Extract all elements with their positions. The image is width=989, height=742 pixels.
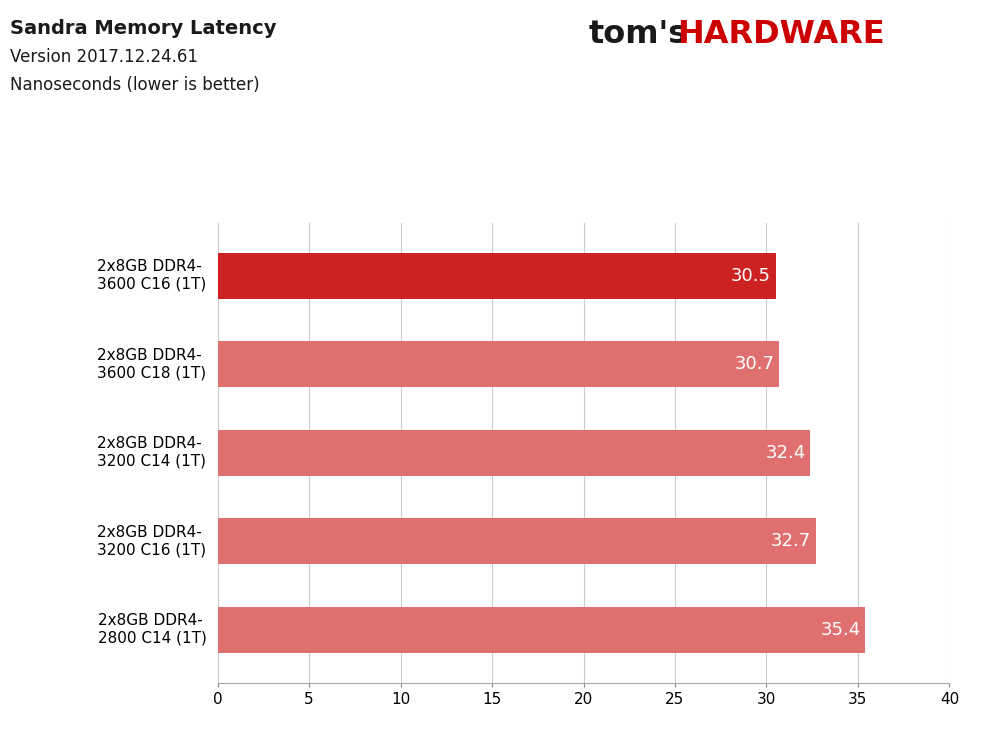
Text: tom's: tom's	[588, 19, 687, 50]
Text: 30.7: 30.7	[735, 355, 774, 373]
Text: 35.4: 35.4	[821, 620, 860, 639]
Bar	[218, 606, 865, 652]
Text: Sandra Memory Latency: Sandra Memory Latency	[10, 19, 276, 38]
Bar	[218, 518, 816, 564]
Text: 32.4: 32.4	[765, 444, 806, 462]
Text: 32.7: 32.7	[771, 532, 811, 550]
Bar	[218, 430, 810, 476]
Text: 30.5: 30.5	[731, 266, 771, 285]
Text: Version 2017.12.24.61: Version 2017.12.24.61	[10, 48, 198, 66]
Bar	[218, 253, 775, 299]
Text: HARDWARE: HARDWARE	[677, 19, 885, 50]
Text: Nanoseconds (lower is better): Nanoseconds (lower is better)	[10, 76, 259, 93]
Bar	[218, 341, 779, 387]
